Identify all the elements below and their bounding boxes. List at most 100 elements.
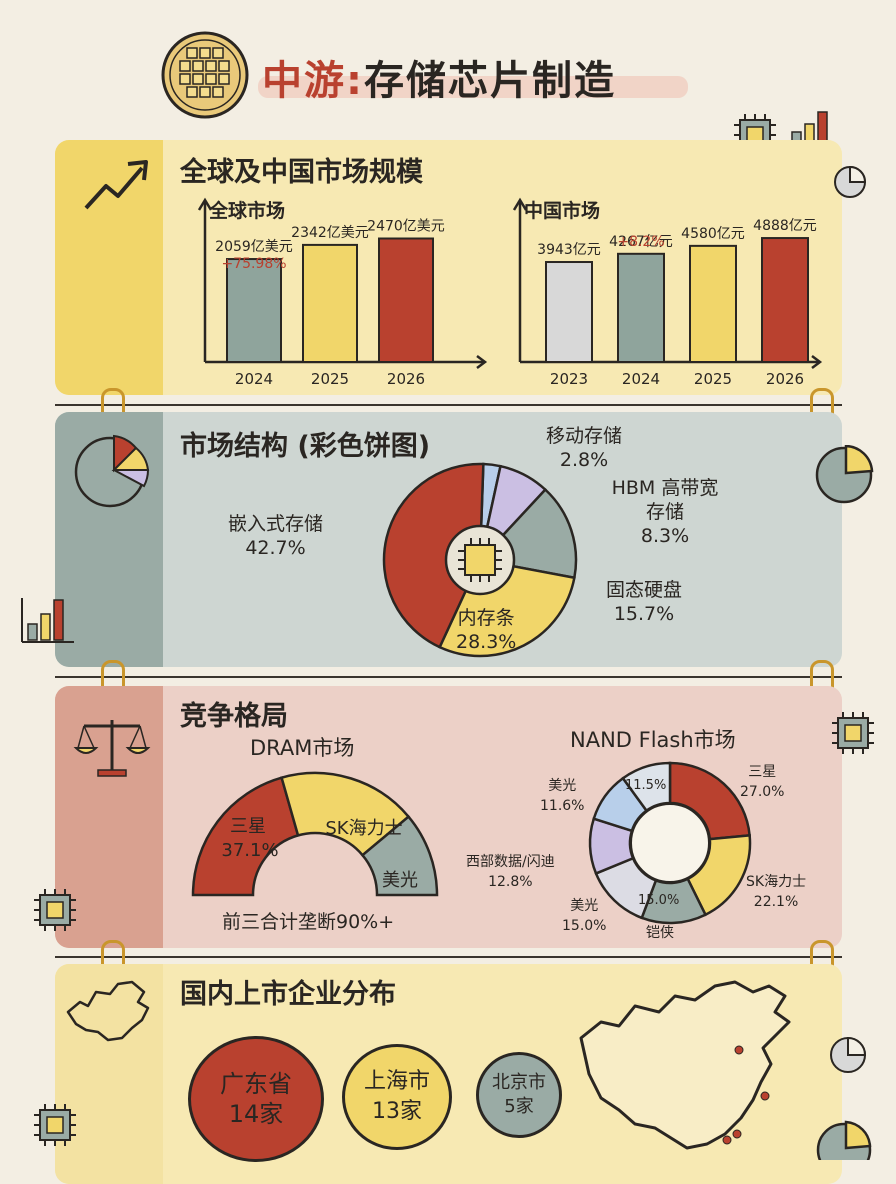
dram-label-skhynix: SK海力士 [325, 818, 402, 839]
nand-label-kioxia-value: 15.0% [638, 893, 680, 908]
scale-icon [73, 720, 151, 777]
x-tick-label: 2026 [766, 370, 804, 388]
pie-label-memory: 内存条 28.3% [456, 606, 516, 654]
pie-label-memory-name: 内存条 [457, 607, 515, 629]
bar [689, 244, 737, 363]
market-title: 全球及中国市场规模 [180, 157, 423, 188]
china-map [579, 980, 791, 1150]
nand-label-samsung: 三星 27.0% [740, 762, 784, 802]
nand-label-micron1-value: 11.6% [540, 798, 585, 814]
pie-icon [830, 1036, 867, 1073]
province-guangdong: 广东省 14家 [188, 1036, 324, 1162]
divider [55, 956, 842, 958]
x-tick-label: 2024 [622, 370, 660, 388]
pie-label-mobile-name: 移动存储 [546, 425, 623, 447]
nand-label-skhynix-value: 22.1% [753, 894, 799, 910]
bar [302, 243, 358, 363]
bar [545, 261, 593, 363]
header: 中游:存储芯片制造 [0, 30, 896, 156]
pie-icon [815, 445, 874, 504]
province-shanghai-name: 上海市 [363, 1069, 430, 1094]
divider [55, 404, 842, 406]
nand-label-micron2-name: 美光 [570, 898, 599, 914]
nand-label-samsung-value: 27.0% [740, 784, 785, 800]
x-tick-label: 2025 [694, 370, 732, 388]
market-side-panel [55, 140, 163, 395]
province-guangdong-name: 广东省 [220, 1070, 292, 1098]
bar-value-label: 4888亿元 [753, 218, 817, 234]
trend-arrow-icon [84, 160, 148, 210]
global-bar-chart: 全球市场 2024 2059亿美元 2025 2342亿美元 2026 2470亿美元 +75… [197, 197, 488, 388]
nand-segment [621, 761, 672, 813]
dram-note: 前三合计垄断90%+ [222, 911, 395, 933]
divider [55, 676, 842, 678]
chart-title: 中国市场 [524, 199, 600, 222]
structure-title: 市场结构 (彩色饼图) [180, 431, 431, 462]
province-shanghai-count: 13家 [371, 1099, 422, 1124]
dram-segment [280, 771, 411, 857]
bar [226, 258, 282, 363]
dram-title: DRAM市场 [250, 736, 355, 760]
nand-label-wd: 西部数据/闪迪 12.8% [466, 852, 555, 892]
nand-label-micron1-name: 美光 [548, 778, 577, 794]
pie-label-mobile: 移动存储 2.8% [546, 424, 622, 472]
china-bar-chart: 中国市场 2023 3943亿元 2024 4267亿元 2025 4580亿元 2026 48… [512, 197, 823, 388]
pie-label-hbm-name: HBM 高带宽存储 [611, 477, 719, 523]
pie-chart-icon [74, 434, 150, 508]
province-beijing-name: 北京市 [492, 1072, 546, 1093]
x-tick-label: 2026 [387, 370, 425, 388]
chart-title: 全球市场 [208, 199, 285, 222]
x-tick-label: 2025 [311, 370, 349, 388]
pie-slice [382, 462, 485, 649]
nand-label-other-value: 11.5% [625, 778, 667, 793]
nand-label-micron2-value: 15.0% [562, 918, 607, 934]
wafer-icon [161, 31, 249, 119]
bar-value-label: 2342亿美元 [291, 225, 369, 241]
bar-value-label: 4580亿元 [681, 226, 745, 242]
pie-label-hbm: HBM 高带宽存储 8.3% [610, 476, 720, 548]
dram-segment [360, 814, 439, 897]
pie-icon [834, 165, 867, 198]
bar-value-label: 4267亿元 [609, 234, 673, 250]
x-tick-label: 2024 [235, 370, 273, 388]
nand-label-samsung-name: 三星 [748, 764, 777, 780]
growth-annotation: +8.2% [617, 234, 664, 250]
province-shanghai: 上海市 13家 [342, 1044, 452, 1150]
dram-label-micron: 美光 [382, 870, 418, 891]
x-axis-arrow [476, 355, 488, 369]
province-beijing: 北京市 5家 [476, 1052, 562, 1138]
nand-label-wd-name: 西部数据/闪迪 [466, 854, 555, 870]
nand-label-kioxia: 铠侠 [646, 925, 674, 941]
y-axis-arrow [512, 197, 528, 211]
bar [617, 252, 665, 363]
nand-label-wd-value: 12.8% [488, 874, 533, 890]
page-title-part1: 中游: [262, 58, 364, 104]
bar-value-label: 2470亿美元 [367, 219, 445, 235]
chip-icon [832, 712, 874, 754]
page-title-part2: 存储芯片制造 [364, 58, 616, 104]
chip-icon [34, 1104, 76, 1146]
dram-segment [191, 776, 300, 897]
competition-title: 竞争格局 [180, 701, 288, 732]
competition-side-panel [55, 686, 163, 948]
nand-title: NAND Flash市场 [570, 728, 736, 752]
page-title: 中游:存储芯片制造 [262, 48, 616, 106]
nand-center [630, 803, 710, 883]
pie-label-embedded-name: 嵌入式存储 [228, 513, 324, 535]
dram-value-samsung: 37.1% [221, 840, 278, 861]
pie-label-embedded-value: 42.7% [245, 537, 306, 559]
chip-icon [34, 889, 76, 931]
pie-label-ssd-name: 固态硬盘 [606, 579, 683, 601]
bar [378, 237, 434, 363]
bar [761, 237, 809, 364]
x-tick-label: 2023 [550, 370, 588, 388]
growth-annotation: +75.98% [221, 256, 286, 272]
pie-label-memory-value: 28.3% [456, 631, 517, 653]
pie-label-ssd-value: 15.7% [613, 603, 675, 625]
nand-label-micron1: 美光 11.6% [540, 776, 584, 816]
nand-donut-chart [588, 761, 752, 925]
x-axis-arrow [811, 355, 823, 369]
pie-icon [816, 1120, 872, 1160]
pie-label-embedded: 嵌入式存储 42.7% [228, 512, 323, 560]
pie-label-mobile-value: 2.8% [559, 449, 609, 471]
